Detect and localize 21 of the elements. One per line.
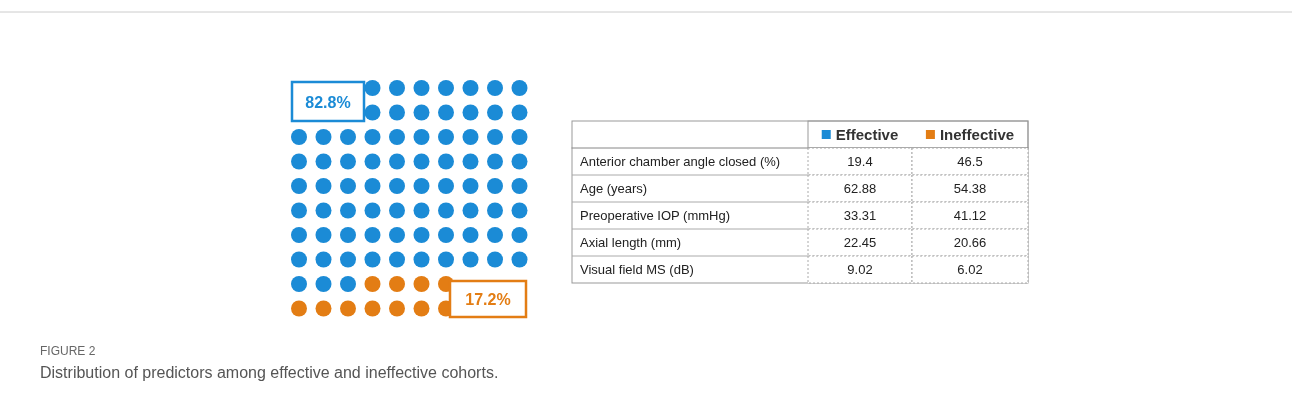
y-tick-label: Axial length (mm) — [580, 235, 682, 250]
data-label: 22.45 — [843, 235, 877, 250]
data-label: 19.4 — [847, 154, 873, 169]
x-tick-label: Effective — [835, 126, 899, 143]
data-label: 17.2% — [465, 291, 511, 308]
data-label: 41.12 — [953, 208, 987, 223]
data-label: 54.38 — [953, 181, 987, 196]
y-tick-label: Anterior chamber angle closed (%) — [580, 154, 781, 169]
text: Distribution of predictors among effective and ineffective cohorts. — [40, 364, 499, 381]
y-tick-label: Age (years) — [580, 181, 648, 196]
y-tick-label: Preoperative IOP (mmHg) — [580, 208, 731, 223]
data-label: 6.02 — [957, 262, 983, 277]
data-label: 46.5 — [957, 154, 983, 169]
data-label: 20.66 — [953, 235, 987, 250]
caption: FIGURE 2 — [40, 344, 96, 358]
data-label: 33.31 — [843, 208, 877, 223]
data-label: 9.02 — [847, 262, 873, 277]
data-label: 62.88 — [843, 181, 877, 196]
x-tick-label: Ineffective — [939, 126, 1015, 143]
y-tick-label: Visual field MS (dB) — [580, 262, 694, 277]
data-label: 82.8% — [305, 93, 351, 111]
